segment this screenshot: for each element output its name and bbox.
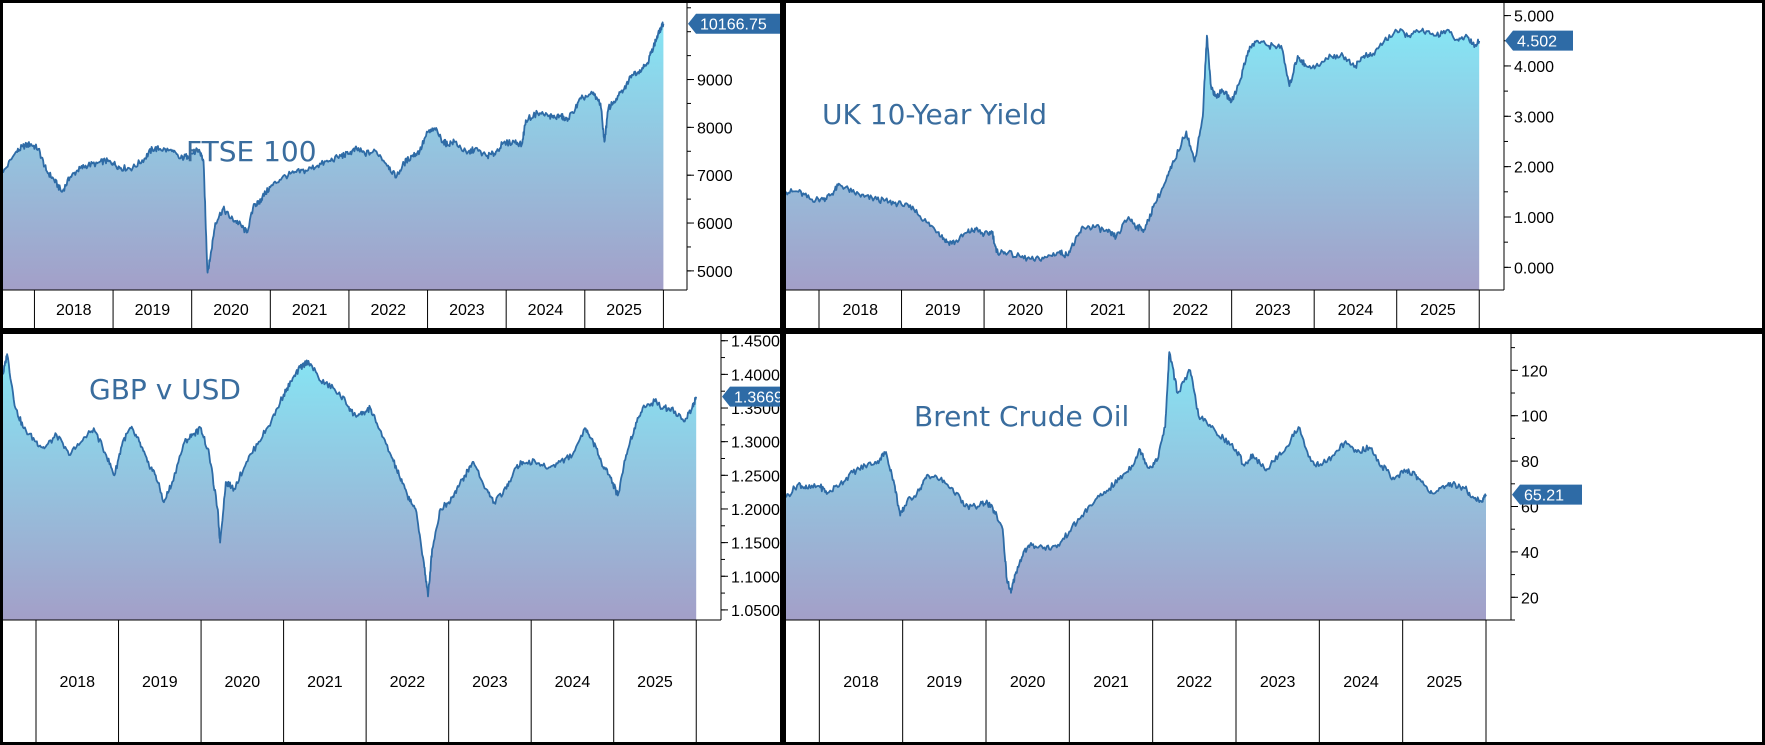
last-value-label: 65.21 [1524, 488, 1564, 505]
y-tick-label: 1.1000 [731, 569, 780, 586]
y-tick-label: 1.4500 [731, 334, 780, 351]
uk-10-year-yield-series-line [786, 27, 1481, 262]
ftse-100-series-line [3, 21, 665, 274]
chart-title: GBP v USD [89, 373, 241, 406]
last-value-tag [1505, 30, 1573, 51]
y-tick-label: 7000 [697, 168, 733, 185]
y-tick-label: 5000 [697, 264, 733, 281]
x-tick-label: 2023 [1260, 674, 1296, 691]
x-tick-label: 2018 [59, 674, 95, 691]
x-tick-label: 2019 [925, 302, 961, 319]
y-tick-label: 6000 [697, 216, 733, 233]
x-tick-label: 2024 [528, 302, 564, 319]
gbp-v-usd-panel: 2018 2019 2020 2021 2022 2023 2024 2025 1.0500 1.… [3, 334, 780, 742]
x-tick-label: 2019 [135, 302, 171, 319]
x-tick-label: 2023 [449, 302, 485, 319]
x-tick-label: 2018 [842, 302, 878, 319]
uk-10-year-yield-area-fill [786, 28, 1480, 290]
x-tick-label: 2022 [390, 674, 426, 691]
gbp-v-usd-chart: 2018 2019 2020 2021 2022 2023 2024 2025 1.0500 1.… [3, 334, 780, 742]
brent-crude-oil-series-line [786, 351, 1487, 594]
y-tick-label: 8000 [697, 120, 733, 137]
last-value-tag [1512, 484, 1582, 505]
y-tick-label: 20 [1521, 590, 1539, 607]
y-tick-label: 80 [1521, 454, 1539, 471]
y-tick-label: 1.4000 [731, 367, 780, 384]
y-tick-label: 100 [1521, 409, 1548, 426]
x-tick-label: 2025 [1420, 302, 1456, 319]
y-tick-label: 5.000 [1514, 9, 1554, 26]
x-tick-label: 2024 [1343, 674, 1379, 691]
chart-title: FTSE 100 [186, 135, 317, 168]
ftse-100-panel: 2018 2019 2020 2021 2022 2023 2024 2025 5000 6000… [3, 3, 780, 328]
y-tick-label: 0.000 [1514, 260, 1554, 277]
y-tick-label: 2.000 [1514, 160, 1554, 177]
uk-10-year-yield-panel: 2018 2019 2020 2021 2022 2023 2024 2025 0.000 1.0… [786, 3, 1762, 328]
last-value-tag [722, 386, 780, 407]
gbp-v-usd-series-line [3, 353, 698, 598]
chart-title: Brent Crude Oil [914, 400, 1129, 433]
uk-10-year-yield-chart: 2018 2019 2020 2021 2022 2023 2024 2025 0.000 1.0… [786, 3, 1573, 328]
last-value-tag [688, 13, 780, 34]
x-tick-label: 2022 [1177, 674, 1213, 691]
x-tick-label: 2021 [307, 674, 343, 691]
x-tick-label: 2023 [472, 674, 508, 691]
y-tick-label: 40 [1521, 545, 1539, 562]
y-tick-label: 1.0500 [731, 603, 780, 620]
x-tick-label: 2025 [1427, 674, 1463, 691]
last-value-label: 4.502 [1517, 34, 1557, 51]
y-tick-label: 1.1500 [731, 536, 780, 553]
x-tick-label: 2025 [606, 302, 642, 319]
x-tick-label: 2020 [1010, 674, 1046, 691]
y-tick-label: 3.000 [1514, 109, 1554, 126]
y-tick-label: 1.3000 [731, 435, 780, 452]
x-tick-label: 2018 [843, 674, 879, 691]
x-tick-label: 2019 [927, 674, 963, 691]
x-tick-label: 2023 [1255, 302, 1291, 319]
y-tick-label: 120 [1521, 363, 1548, 380]
x-tick-label: 2021 [1090, 302, 1126, 319]
chart-title: UK 10-Year Yield [822, 98, 1047, 131]
gbp-v-usd-area-fill [3, 354, 697, 620]
y-tick-label: 9000 [697, 73, 733, 90]
brent-crude-oil-chart: 2018 2019 2020 2021 2022 2023 2024 202520406080… [786, 334, 1582, 742]
last-value-label: 1.3669 [734, 390, 780, 407]
y-tick-label: 4.000 [1514, 59, 1554, 76]
brent-crude-oil-area-fill [786, 352, 1486, 620]
x-tick-label: 2022 [370, 302, 406, 319]
x-tick-label: 2020 [225, 674, 261, 691]
x-tick-label: 2019 [142, 674, 178, 691]
ftse-100-chart: 2018 2019 2020 2021 2022 2023 2024 2025 5000 6000… [3, 3, 780, 328]
y-tick-label: 1.000 [1514, 210, 1554, 227]
y-tick-label: 1.2500 [731, 468, 780, 485]
x-tick-label: 2025 [637, 674, 673, 691]
brent-crude-oil-panel: 2018 2019 2020 2021 2022 2023 2024 2025 20 40 60 80… [786, 334, 1762, 742]
x-tick-label: 2021 [1093, 674, 1129, 691]
x-tick-label: 2020 [1008, 302, 1044, 319]
x-tick-label: 2024 [1338, 302, 1374, 319]
y-tick-label: 1.2000 [731, 502, 780, 519]
x-tick-label: 2018 [56, 302, 92, 319]
ftse-100-area-fill [3, 22, 664, 291]
x-tick-label: 2024 [555, 674, 591, 691]
x-tick-label: 2021 [292, 302, 328, 319]
x-tick-label: 2022 [1173, 302, 1209, 319]
last-value-label: 10166.75 [700, 17, 767, 34]
x-tick-label: 2020 [213, 302, 249, 319]
